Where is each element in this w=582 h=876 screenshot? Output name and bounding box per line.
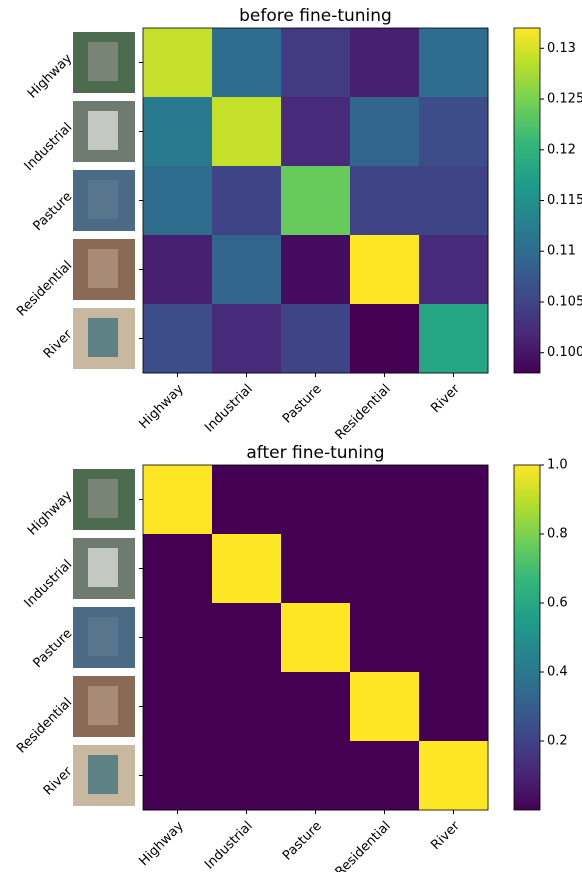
thumbnail-detail [88, 249, 118, 288]
heatmap-cell [143, 304, 213, 374]
heatmap-cell [212, 465, 282, 535]
thumbnail-detail [88, 318, 118, 357]
y-tick-label: Industrial [22, 120, 76, 174]
heatmap-cell [143, 465, 213, 535]
heatmap-cell [212, 166, 282, 236]
colorbar [514, 28, 540, 373]
heatmap-cell [419, 235, 489, 305]
heatmap-cell [419, 28, 489, 98]
heatmap-cell [281, 534, 351, 604]
heatmap-cell [419, 534, 489, 604]
heatmap-cell [281, 28, 351, 98]
x-tick-label: River [428, 818, 463, 853]
y-tick-label: River [41, 327, 76, 362]
heatmap-cell [143, 534, 213, 604]
heatmap-cell [212, 534, 282, 604]
x-tick-label: Residential [333, 382, 394, 443]
thumbnail-detail [88, 617, 118, 656]
heatmap-cell [350, 603, 420, 673]
heatmap-cell [350, 235, 420, 305]
chart-title: after fine-tuning [246, 443, 384, 463]
heatmap-cell [350, 97, 420, 167]
thumbnail-detail [88, 548, 118, 587]
y-tick-label: Industrial [22, 557, 76, 611]
heatmap-cell [212, 741, 282, 811]
thumbnail-detail [88, 111, 118, 150]
heatmap-cell [419, 741, 489, 811]
x-tick-label: River [428, 381, 463, 416]
heatmap-cell [350, 304, 420, 374]
chart-title: before fine-tuning [239, 6, 392, 26]
heatmap-cell [281, 603, 351, 673]
thumbnail-detail [88, 755, 118, 794]
heatmap-cell [143, 235, 213, 305]
colorbar-tick-label: 1.0 [547, 458, 568, 473]
colorbar-tick-label: 0.115 [547, 193, 582, 208]
heatmap-cell [350, 741, 420, 811]
y-tick-label: Pasture [30, 189, 75, 234]
x-tick-label: Highway [136, 818, 187, 869]
colorbar-tick-label: 0.4 [547, 665, 568, 680]
heatmap-cell [212, 97, 282, 167]
heatmap-cell [212, 603, 282, 673]
heatmap-cell [419, 465, 489, 535]
x-tick-label: Highway [136, 381, 187, 432]
heatmap-cell [212, 304, 282, 374]
colorbar-tick-label: 0.100 [547, 345, 582, 360]
heatmap-cell [350, 672, 420, 742]
colorbar-tick-label: 0.13 [547, 41, 576, 56]
heatmap-cell [350, 534, 420, 604]
heatmap-cell [212, 28, 282, 98]
x-tick-label: Pasture [280, 382, 325, 427]
heatmap-cell [143, 672, 213, 742]
colorbar-tick-label: 0.12 [547, 142, 576, 157]
heatmap-cell [281, 97, 351, 167]
heatmap-cell [350, 465, 420, 535]
x-tick-label: Residential [333, 819, 394, 872]
heatmap-cell [281, 166, 351, 236]
heatmap-cell [419, 97, 489, 167]
heatmap-cell [419, 304, 489, 374]
heatmap-cell [281, 465, 351, 535]
heatmap-cell [419, 603, 489, 673]
colorbar-tick-label: 0.8 [547, 527, 568, 542]
heatmap-cell [212, 235, 282, 305]
thumbnail-detail [88, 686, 118, 725]
y-tick-label: Highway [25, 51, 76, 102]
heatmap-cell [419, 166, 489, 236]
colorbar-tick-label: 0.11 [547, 244, 576, 259]
heatmap-cell [281, 741, 351, 811]
heatmap-cell [281, 304, 351, 374]
y-tick-label: River [41, 764, 76, 799]
heatmap-cell [143, 28, 213, 98]
colorbar-tick-label: 0.125 [547, 92, 582, 107]
heatmap-cell [143, 97, 213, 167]
thumbnail-detail [88, 479, 118, 518]
heatmap-cell [212, 672, 282, 742]
colorbar-tick-label: 0.105 [547, 294, 582, 309]
heatmap-cell [281, 235, 351, 305]
colorbar [514, 465, 540, 810]
heatmap-cell [143, 603, 213, 673]
heatmap-cell [419, 672, 489, 742]
heatmap-cell [350, 28, 420, 98]
heatmap-cell [350, 166, 420, 236]
y-tick-label: Residential [14, 695, 75, 756]
heatmap-cell [143, 166, 213, 236]
y-tick-label: Residential [14, 258, 75, 319]
x-tick-label: Industrial [202, 819, 256, 872]
heatmap-cell [143, 741, 213, 811]
x-tick-label: Pasture [280, 819, 325, 864]
y-tick-label: Pasture [30, 626, 75, 671]
colorbar-tick-label: 0.6 [547, 596, 568, 611]
thumbnail-detail [88, 180, 118, 219]
heatmap-cell [281, 672, 351, 742]
y-tick-label: Highway [25, 488, 76, 539]
thumbnail-detail [88, 42, 118, 81]
x-tick-label: Industrial [202, 382, 256, 436]
figure: before fine-tuning Highway Industrial Pastu… [0, 0, 582, 872]
colorbar-tick-label: 0.2 [547, 734, 568, 749]
